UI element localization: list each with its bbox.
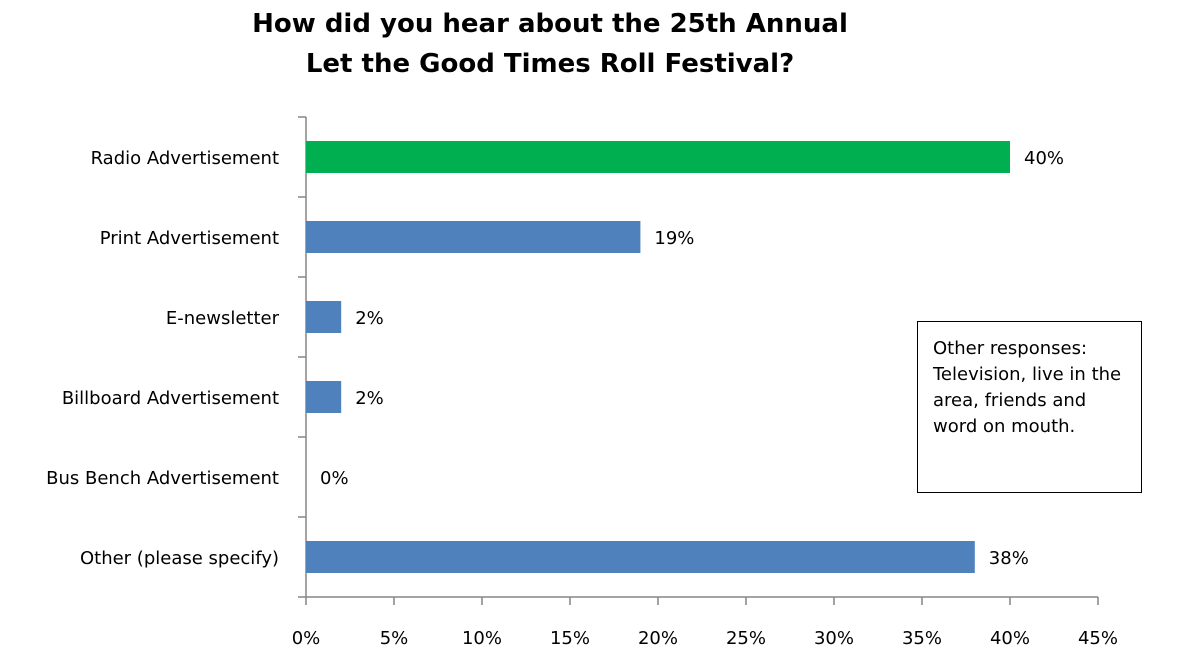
x-tick-label: 0% bbox=[292, 628, 321, 648]
data-label: 19% bbox=[654, 228, 694, 249]
bar bbox=[306, 141, 1010, 173]
bar bbox=[306, 541, 975, 573]
x-tick-label: 10% bbox=[462, 628, 502, 648]
category-label: E-newsletter bbox=[166, 308, 280, 329]
data-label: 0% bbox=[320, 468, 349, 489]
chart-title-line-1: How did you hear about the 25th Annual bbox=[252, 9, 848, 39]
annotation-box: Other responses: Television, live in the… bbox=[917, 321, 1142, 493]
x-tick-label: 20% bbox=[638, 628, 678, 648]
data-label: 38% bbox=[989, 548, 1029, 569]
x-tick-label: 5% bbox=[380, 628, 409, 648]
data-label: 40% bbox=[1024, 148, 1064, 169]
annotation-text: Other responses: Television, live in the… bbox=[933, 338, 1122, 437]
data-label: 2% bbox=[355, 308, 384, 329]
bar bbox=[306, 381, 342, 413]
category-label: Other (please specify) bbox=[80, 548, 279, 569]
x-tick-label: 15% bbox=[550, 628, 590, 648]
category-label: Bus Bench Advertisement bbox=[46, 468, 279, 489]
category-label: Billboard Advertisement bbox=[62, 388, 279, 409]
chart-title-line-2: Let the Good Times Roll Festival? bbox=[305, 49, 795, 79]
bar bbox=[306, 301, 342, 333]
category-label: Print Advertisement bbox=[100, 228, 279, 249]
x-tick-label: 30% bbox=[814, 628, 854, 648]
category-label: Radio Advertisement bbox=[91, 148, 279, 169]
x-tick-label: 45% bbox=[1078, 628, 1118, 648]
x-tick-label: 40% bbox=[990, 628, 1030, 648]
x-tick-label: 25% bbox=[726, 628, 766, 648]
bar bbox=[306, 221, 641, 253]
data-label: 2% bbox=[355, 388, 384, 409]
chart-title: How did you hear about the 25th Annual L… bbox=[170, 4, 930, 84]
x-tick-label: 35% bbox=[902, 628, 942, 648]
